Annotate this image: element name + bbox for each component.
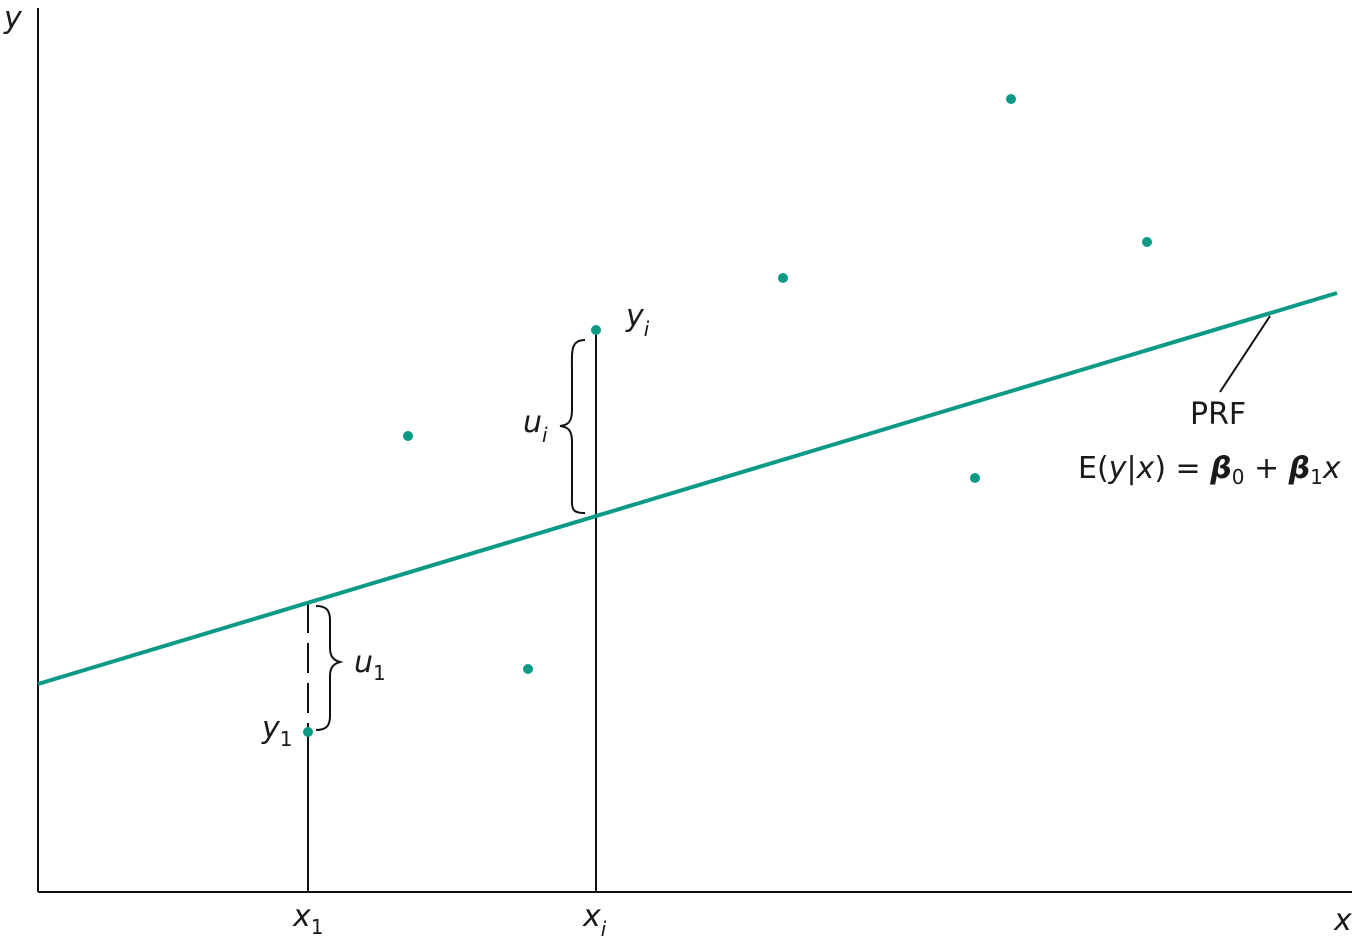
eq-sub1: 1 [1310, 465, 1323, 489]
prf-leader-line [1219, 315, 1271, 393]
eq-bar: | [1126, 451, 1136, 486]
yi-label: yi [625, 299, 650, 341]
x1-sub: 1 [311, 915, 324, 939]
y1-label: y1 [261, 711, 293, 751]
yi-sub: i [644, 317, 650, 341]
eq-sub0: 0 [1232, 465, 1245, 489]
data-point [591, 325, 601, 335]
xi-sub: i [601, 917, 607, 940]
ui-sub: i [542, 423, 548, 447]
data-point [1142, 237, 1152, 247]
prf-title: PRF [1190, 397, 1246, 432]
xi-label: xi [582, 899, 607, 940]
eq-x: x [1136, 451, 1155, 486]
y-axis-label: y [3, 1, 23, 36]
eq-beta0: β [1209, 451, 1231, 486]
xi-main: x [582, 899, 601, 934]
eq-plus: + [1244, 451, 1288, 486]
yi-main: y [625, 299, 645, 334]
eq-prefix: E( [1078, 451, 1109, 486]
data-point [523, 664, 533, 674]
data-point [970, 473, 980, 483]
data-point [403, 431, 413, 441]
x1-main: x [292, 899, 311, 934]
eq-y: y [1108, 451, 1128, 486]
prf-line [37, 291, 1338, 686]
prf-equation: E(y|x) = β0 + β1x [1078, 451, 1341, 489]
eq-beta1: β [1288, 451, 1310, 486]
u1-main: u [354, 645, 373, 680]
y1-main: y [261, 711, 281, 746]
ui-label: ui [523, 405, 548, 447]
data-point [778, 273, 788, 283]
data-points [303, 94, 1152, 737]
x1-label: x1 [292, 899, 324, 939]
data-point [303, 727, 313, 737]
ui-main: u [523, 405, 542, 440]
data-point [1006, 94, 1016, 104]
u1-brace [315, 605, 344, 731]
x-axis-label: x [1333, 903, 1352, 938]
eq-tail-x: x [1322, 451, 1341, 486]
u1-label: u1 [354, 645, 386, 685]
ui-brace [559, 339, 586, 514]
y1-sub: 1 [280, 727, 293, 751]
eq-mid: ) = [1154, 451, 1210, 486]
u1-sub: 1 [373, 661, 386, 685]
